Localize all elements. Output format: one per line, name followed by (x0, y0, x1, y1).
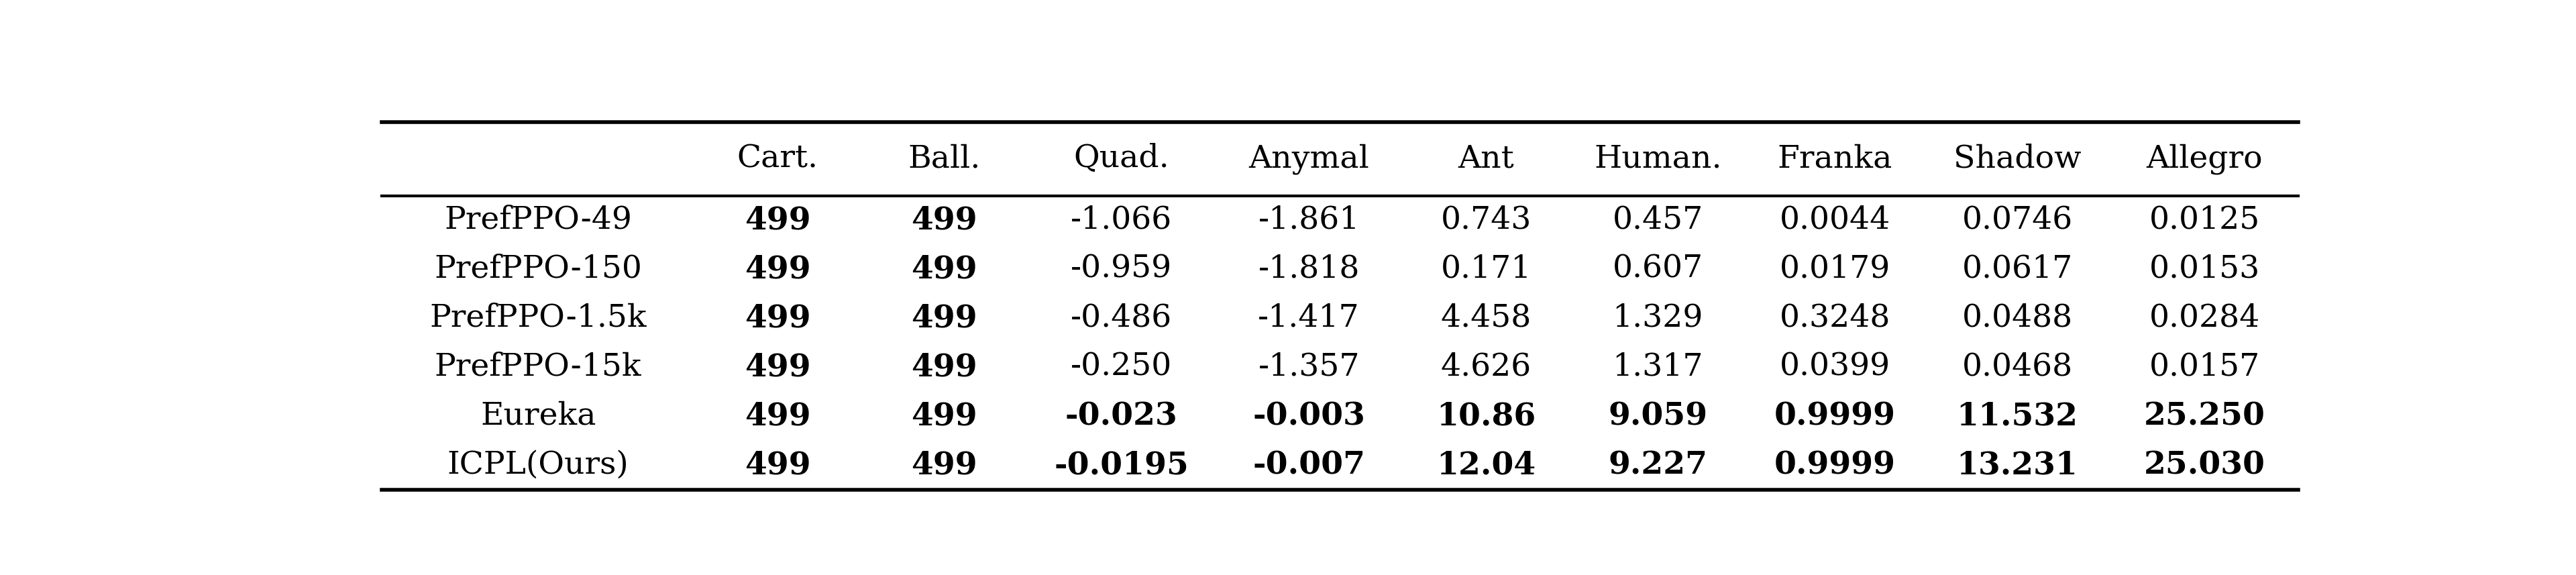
Text: -0.0195: -0.0195 (1054, 450, 1188, 481)
Text: PrefPPO-1.5k: PrefPPO-1.5k (430, 303, 647, 333)
Text: 0.607: 0.607 (1613, 254, 1703, 284)
Text: 0.9999: 0.9999 (1775, 450, 1896, 481)
Text: Cart.: Cart. (737, 144, 819, 174)
Text: 499: 499 (744, 401, 811, 432)
Text: 499: 499 (744, 254, 811, 285)
Text: 0.457: 0.457 (1613, 205, 1703, 235)
Text: 499: 499 (744, 352, 811, 382)
Text: Franka: Franka (1777, 144, 1893, 174)
Text: PrefPPO-49: PrefPPO-49 (443, 205, 631, 235)
Text: -1.417: -1.417 (1257, 303, 1360, 333)
Text: 0.0284: 0.0284 (2148, 303, 2259, 333)
Text: 0.171: 0.171 (1440, 254, 1530, 284)
Text: 10.86: 10.86 (1437, 401, 1535, 432)
Text: 4.626: 4.626 (1440, 352, 1530, 382)
Text: 13.231: 13.231 (1958, 450, 2079, 481)
Text: -1.357: -1.357 (1257, 352, 1360, 382)
Text: 0.0179: 0.0179 (1780, 254, 1891, 284)
Text: 499: 499 (912, 450, 976, 481)
Text: -0.023: -0.023 (1064, 401, 1177, 432)
Text: Ball.: Ball. (909, 144, 981, 174)
Text: 25.030: 25.030 (2143, 450, 2264, 481)
Text: Quad.: Quad. (1074, 144, 1170, 174)
Text: Shadow: Shadow (1953, 144, 2081, 174)
Text: -0.959: -0.959 (1072, 254, 1172, 284)
Text: 499: 499 (912, 254, 976, 285)
Text: 499: 499 (912, 352, 976, 382)
Text: -1.861: -1.861 (1257, 205, 1360, 235)
Text: 0.0399: 0.0399 (1780, 352, 1891, 382)
Text: PrefPPO-150: PrefPPO-150 (435, 254, 641, 284)
Text: 0.0125: 0.0125 (2148, 205, 2259, 235)
Text: -0.486: -0.486 (1072, 303, 1172, 333)
Text: 9.227: 9.227 (1607, 450, 1708, 481)
Text: 0.0153: 0.0153 (2148, 254, 2259, 284)
Text: 499: 499 (744, 205, 811, 236)
Text: 0.0488: 0.0488 (1963, 303, 2074, 333)
Text: 499: 499 (744, 450, 811, 481)
Text: 0.0617: 0.0617 (1963, 254, 2074, 284)
Text: -0.250: -0.250 (1072, 352, 1172, 382)
Text: Ant: Ant (1458, 144, 1515, 174)
Text: -0.007: -0.007 (1252, 450, 1365, 481)
Text: 11.532: 11.532 (1958, 401, 2079, 432)
Text: 499: 499 (912, 205, 976, 236)
Text: Human.: Human. (1595, 144, 1721, 174)
Text: 0.0157: 0.0157 (2148, 352, 2259, 382)
Text: 0.0044: 0.0044 (1780, 205, 1891, 235)
Text: 499: 499 (912, 302, 976, 334)
Text: 1.329: 1.329 (1613, 303, 1703, 333)
Text: -1.818: -1.818 (1257, 254, 1360, 284)
Text: -1.066: -1.066 (1072, 205, 1172, 235)
Text: ICPL(Ours): ICPL(Ours) (448, 450, 629, 480)
Text: 9.059: 9.059 (1607, 401, 1708, 432)
Text: 0.0746: 0.0746 (1963, 205, 2074, 235)
Text: 0.743: 0.743 (1440, 205, 1530, 235)
Text: PrefPPO-15k: PrefPPO-15k (435, 352, 641, 382)
Text: Allegro: Allegro (2146, 144, 2262, 174)
Text: 4.458: 4.458 (1440, 303, 1530, 333)
Text: -0.003: -0.003 (1252, 401, 1365, 432)
Text: 25.250: 25.250 (2143, 401, 2264, 432)
Text: 499: 499 (744, 302, 811, 334)
Text: 0.3248: 0.3248 (1780, 303, 1891, 333)
Text: 499: 499 (912, 401, 976, 432)
Text: 0.9999: 0.9999 (1775, 401, 1896, 432)
Text: 12.04: 12.04 (1437, 450, 1535, 481)
Text: Anymal: Anymal (1249, 144, 1370, 174)
Text: 1.317: 1.317 (1613, 352, 1703, 382)
Text: 0.0468: 0.0468 (1963, 352, 2074, 382)
Text: Eureka: Eureka (479, 401, 595, 431)
